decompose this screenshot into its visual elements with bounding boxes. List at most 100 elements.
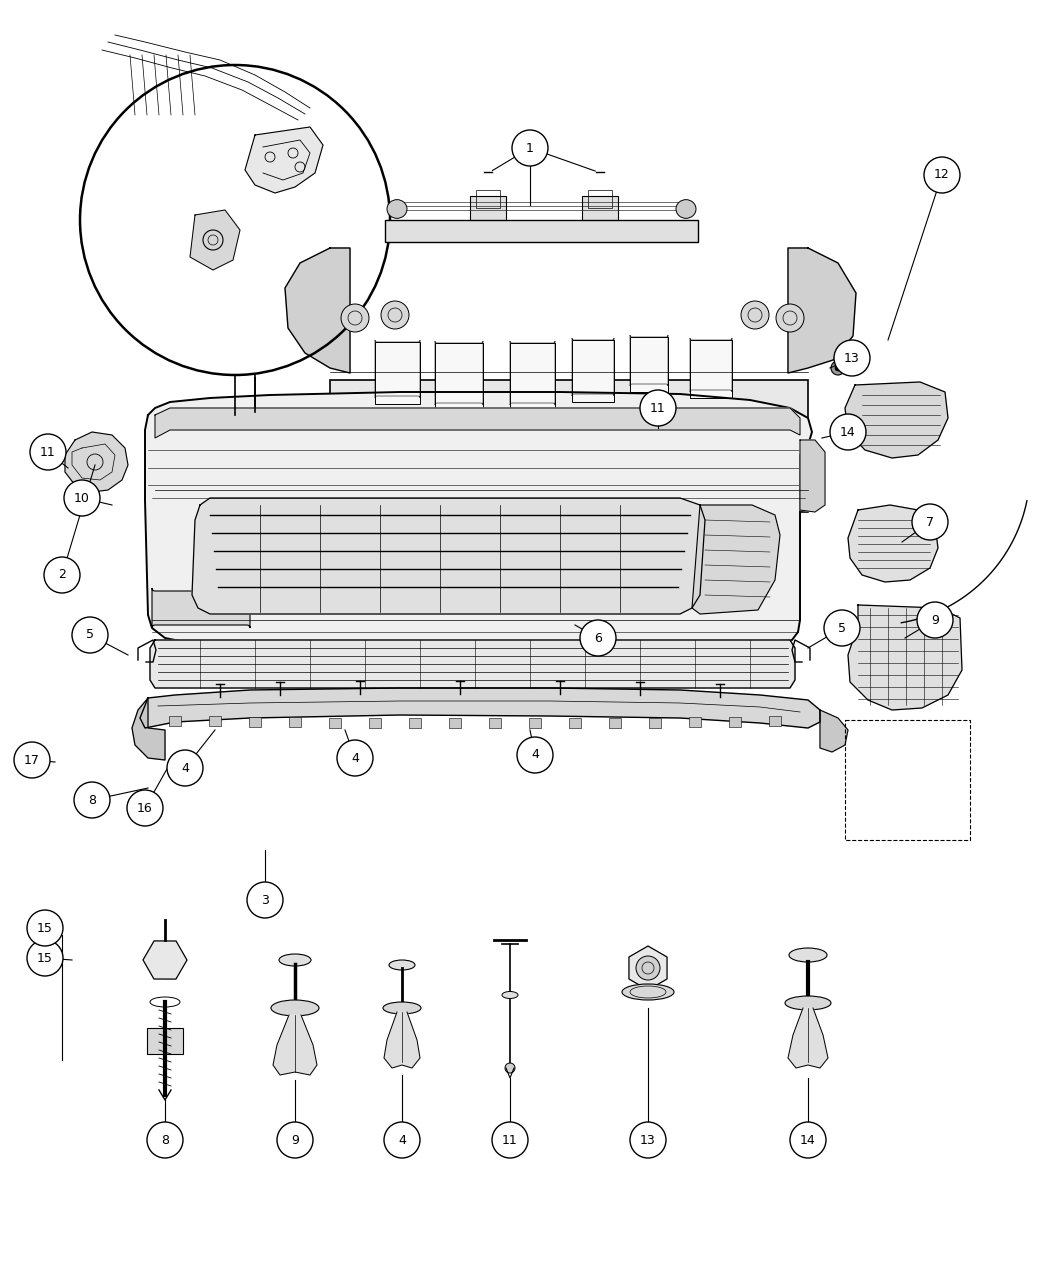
Circle shape <box>64 479 100 516</box>
Circle shape <box>790 1122 826 1158</box>
Text: 4: 4 <box>398 1133 406 1146</box>
Circle shape <box>630 1122 666 1158</box>
Circle shape <box>640 390 676 426</box>
Text: 5: 5 <box>86 629 94 641</box>
Polygon shape <box>692 505 780 615</box>
Circle shape <box>835 365 841 371</box>
Bar <box>582 196 618 224</box>
Polygon shape <box>848 606 962 710</box>
Polygon shape <box>384 1012 420 1068</box>
Text: 9: 9 <box>291 1133 299 1146</box>
Polygon shape <box>65 432 128 492</box>
Circle shape <box>776 303 804 332</box>
Text: 12: 12 <box>934 168 950 181</box>
Text: 11: 11 <box>650 402 666 414</box>
Text: 14: 14 <box>800 1133 816 1146</box>
Bar <box>385 221 698 242</box>
Circle shape <box>517 737 553 773</box>
Circle shape <box>384 1122 420 1158</box>
Bar <box>630 337 668 391</box>
Bar <box>249 717 261 727</box>
Polygon shape <box>788 249 856 374</box>
Text: 13: 13 <box>844 352 860 365</box>
Polygon shape <box>245 128 323 193</box>
Circle shape <box>147 1122 183 1158</box>
Bar <box>449 718 461 728</box>
Text: 3: 3 <box>261 894 269 907</box>
Circle shape <box>830 414 866 450</box>
Polygon shape <box>150 640 795 688</box>
Text: 8: 8 <box>88 793 96 807</box>
Text: 6: 6 <box>594 631 602 644</box>
Text: 2: 2 <box>58 569 66 581</box>
Circle shape <box>492 1122 528 1158</box>
Bar <box>476 190 500 208</box>
Bar <box>609 718 621 728</box>
Circle shape <box>831 361 845 375</box>
Polygon shape <box>132 697 165 760</box>
Text: 13: 13 <box>640 1133 656 1146</box>
Ellipse shape <box>388 960 415 970</box>
Ellipse shape <box>502 992 518 998</box>
Text: 8: 8 <box>161 1133 169 1146</box>
Polygon shape <box>192 499 705 615</box>
Circle shape <box>72 617 108 653</box>
Bar <box>689 717 701 727</box>
Bar <box>845 720 970 840</box>
Polygon shape <box>145 391 812 648</box>
FancyBboxPatch shape <box>152 588 250 629</box>
Text: 16: 16 <box>138 802 153 815</box>
Circle shape <box>381 301 410 329</box>
Text: 4: 4 <box>351 751 359 765</box>
Bar <box>169 717 181 725</box>
Text: 17: 17 <box>24 754 40 766</box>
Circle shape <box>27 940 63 975</box>
Bar <box>769 717 781 725</box>
Circle shape <box>741 301 769 329</box>
Circle shape <box>167 750 203 785</box>
Bar <box>375 342 420 404</box>
Text: 9: 9 <box>931 613 939 626</box>
Circle shape <box>247 882 284 918</box>
Polygon shape <box>155 408 800 439</box>
Polygon shape <box>800 440 825 513</box>
Circle shape <box>337 740 373 776</box>
Bar <box>289 717 301 727</box>
Bar <box>649 718 662 728</box>
Bar <box>410 718 421 728</box>
Circle shape <box>912 504 948 541</box>
Bar <box>588 190 612 208</box>
Text: 11: 11 <box>40 445 56 459</box>
Ellipse shape <box>279 954 311 966</box>
Circle shape <box>580 620 616 657</box>
Text: 5: 5 <box>838 621 846 635</box>
Polygon shape <box>285 249 350 374</box>
Bar <box>569 718 581 728</box>
Text: 4: 4 <box>181 761 189 774</box>
Circle shape <box>924 157 960 193</box>
Ellipse shape <box>387 200 407 218</box>
Bar <box>209 717 220 725</box>
Polygon shape <box>190 210 240 270</box>
Circle shape <box>44 557 80 593</box>
Text: 11: 11 <box>502 1133 518 1146</box>
Polygon shape <box>820 710 848 752</box>
Circle shape <box>824 609 860 646</box>
Ellipse shape <box>785 996 831 1010</box>
Bar <box>529 718 541 728</box>
Circle shape <box>27 910 63 946</box>
Bar <box>435 343 483 411</box>
Bar <box>470 196 506 224</box>
Circle shape <box>14 742 50 778</box>
Text: 10: 10 <box>75 491 90 505</box>
Circle shape <box>341 303 369 332</box>
Polygon shape <box>848 505 938 581</box>
Polygon shape <box>845 382 948 458</box>
Text: 1: 1 <box>526 142 534 154</box>
Circle shape <box>277 1122 313 1158</box>
Circle shape <box>636 956 660 980</box>
Text: 4: 4 <box>531 748 539 761</box>
Polygon shape <box>140 688 820 728</box>
Text: 7: 7 <box>926 515 934 529</box>
Circle shape <box>30 434 66 470</box>
